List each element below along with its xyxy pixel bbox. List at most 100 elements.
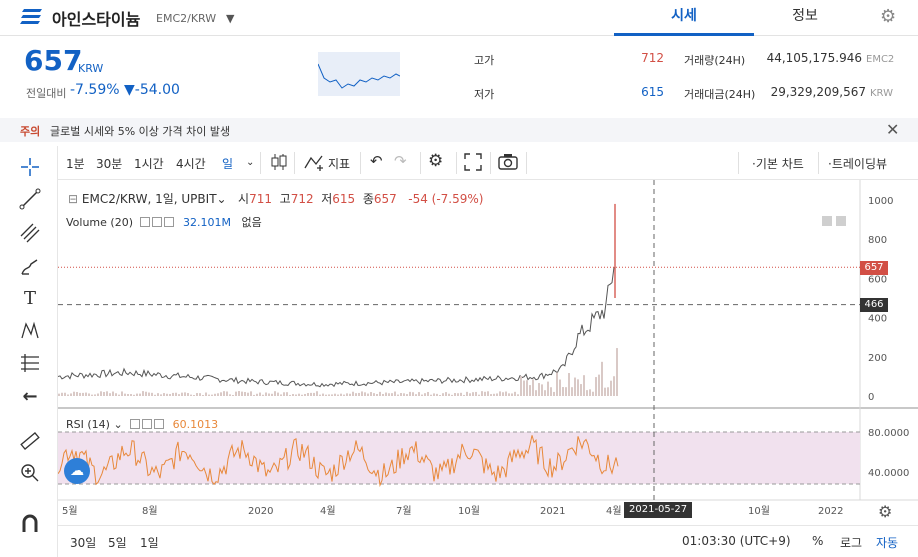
volume-bar <box>592 391 594 396</box>
volume-bar <box>268 393 270 396</box>
axis-settings-icon[interactable]: ⚙ <box>878 502 893 521</box>
interval-1d[interactable]: 일 <box>222 157 234 171</box>
volume-bar <box>157 393 159 396</box>
indicator-button[interactable]: 지표 <box>328 157 351 171</box>
crosshair-icon[interactable] <box>19 156 41 178</box>
close-icon[interactable] <box>153 419 164 429</box>
volume-bar <box>259 392 261 396</box>
volume-bar <box>607 387 609 396</box>
range-30d[interactable]: 30일 <box>70 536 97 550</box>
settings-icon[interactable] <box>141 419 152 429</box>
trendline-icon[interactable] <box>19 188 41 210</box>
volume-bar <box>142 391 144 396</box>
arrow-left-icon[interactable]: ← <box>22 386 38 407</box>
volume-bar <box>331 394 333 396</box>
volume-label: 거래량(24H) <box>684 54 746 67</box>
basic-chart-button[interactable]: ·기본 차트 <box>752 157 804 171</box>
interval-30m[interactable]: 30분 <box>96 157 123 171</box>
pitchfork-icon[interactable] <box>19 222 41 244</box>
volume-bar <box>217 393 219 396</box>
measure-icon[interactable] <box>19 352 41 374</box>
settings-icon[interactable]: ⚙ <box>428 151 444 171</box>
volume-bar <box>454 393 456 396</box>
pattern-icon[interactable] <box>19 320 41 342</box>
prev-day-label: 전일대비 <box>26 87 67 100</box>
volume-bar <box>502 392 504 396</box>
price-tick-label: 1000 <box>868 196 893 207</box>
price-tick-label: 800 <box>868 235 887 246</box>
gear-icon[interactable]: ⚙ <box>880 6 897 27</box>
volume-bar <box>100 391 102 396</box>
volume-bar <box>112 391 114 396</box>
volume-bar <box>277 392 279 396</box>
volume-bar <box>451 394 453 396</box>
change-percent: -7.59% <box>70 82 120 98</box>
volume-bar <box>313 392 315 396</box>
undo-icon[interactable]: ↶ <box>370 152 383 170</box>
volume-bar <box>145 391 147 396</box>
volume-bar <box>94 394 96 396</box>
eye-icon[interactable] <box>129 419 140 429</box>
percent-toggle[interactable]: % <box>812 534 824 548</box>
chevron-down-icon[interactable]: ⌄ <box>216 192 227 206</box>
range-1d[interactable]: 1일 <box>140 536 159 550</box>
ruler-icon[interactable] <box>19 430 41 452</box>
header-bar: 아인스타이늄 EMC2/KRW ▼ 시세 정보 ⚙ <box>0 0 918 36</box>
caret-down-icon[interactable]: ▼ <box>226 12 235 25</box>
time-tick-label: 2021 <box>540 506 565 517</box>
text-tool-icon[interactable]: T <box>23 288 36 309</box>
volume-bar <box>124 393 126 396</box>
close-icon[interactable]: ✕ <box>886 120 900 139</box>
volume-bar <box>154 394 156 396</box>
collapse-icon[interactable]: ⊟ <box>68 192 79 206</box>
volume-bar <box>613 376 615 396</box>
auto-toggle[interactable]: 자동 <box>876 536 899 550</box>
volume-bar <box>241 391 243 396</box>
volume-bar <box>379 391 381 396</box>
volume-bar <box>436 393 438 396</box>
candlestick-icon[interactable] <box>270 151 288 176</box>
divider <box>360 152 361 174</box>
log-toggle[interactable]: 로그 <box>840 536 863 550</box>
price-tick-label: 0 <box>868 392 874 403</box>
tab-quote[interactable]: 시세 <box>614 0 754 36</box>
camera-icon[interactable] <box>498 153 518 174</box>
volume-bar <box>388 393 390 396</box>
fullscreen-icon[interactable] <box>464 153 482 174</box>
zoom-icon[interactable] <box>19 462 41 484</box>
symbol-label[interactable]: EMC2/KRW, 1일, UPBIT <box>81 192 217 206</box>
tradingview-button[interactable]: ·트레이딩뷰 <box>828 157 888 171</box>
divider <box>294 152 295 174</box>
interval-1m[interactable]: 1분 <box>66 157 85 171</box>
chart-background <box>58 180 918 557</box>
tab-info[interactable]: 정보 <box>792 8 818 24</box>
last-price-tag: 657 <box>860 261 888 275</box>
eye-icon[interactable] <box>140 217 150 227</box>
volume-bar <box>304 393 306 396</box>
volume-bar <box>223 391 225 396</box>
settings-icon[interactable] <box>152 217 162 227</box>
price-chart[interactable]: 1000 800 600 400 200 0 80.0000 40.0000 5월 8월 2020 4… <box>58 180 918 557</box>
volume-bar <box>532 379 534 396</box>
brush-icon[interactable] <box>19 256 41 278</box>
magnet-icon[interactable] <box>19 512 41 534</box>
interval-4h[interactable]: 4시간 <box>176 157 206 171</box>
volume-bar <box>319 394 321 396</box>
range-5d[interactable]: 5일 <box>108 536 127 550</box>
volume-bar <box>295 394 297 396</box>
interval-1h[interactable]: 1시간 <box>134 157 164 171</box>
chevron-down-icon[interactable]: ⌄ <box>113 418 123 431</box>
amount-label: 거래대금(24H) <box>684 88 756 101</box>
chevron-down-icon[interactable]: ⌄ <box>246 157 255 168</box>
rsi-tick-label: 80.0000 <box>868 428 909 439</box>
volume-bar <box>226 391 228 396</box>
close-icon[interactable] <box>164 217 174 227</box>
volume-bar <box>538 383 540 396</box>
volume-bar <box>490 394 492 396</box>
volume-bar <box>541 384 543 396</box>
indicator-icon[interactable] <box>304 152 326 175</box>
redo-icon[interactable]: ↷ <box>394 152 407 170</box>
volume-bar <box>427 391 429 396</box>
clock-label[interactable]: 01:03:30 (UTC+9) <box>682 534 791 548</box>
volume-bar <box>526 380 528 396</box>
